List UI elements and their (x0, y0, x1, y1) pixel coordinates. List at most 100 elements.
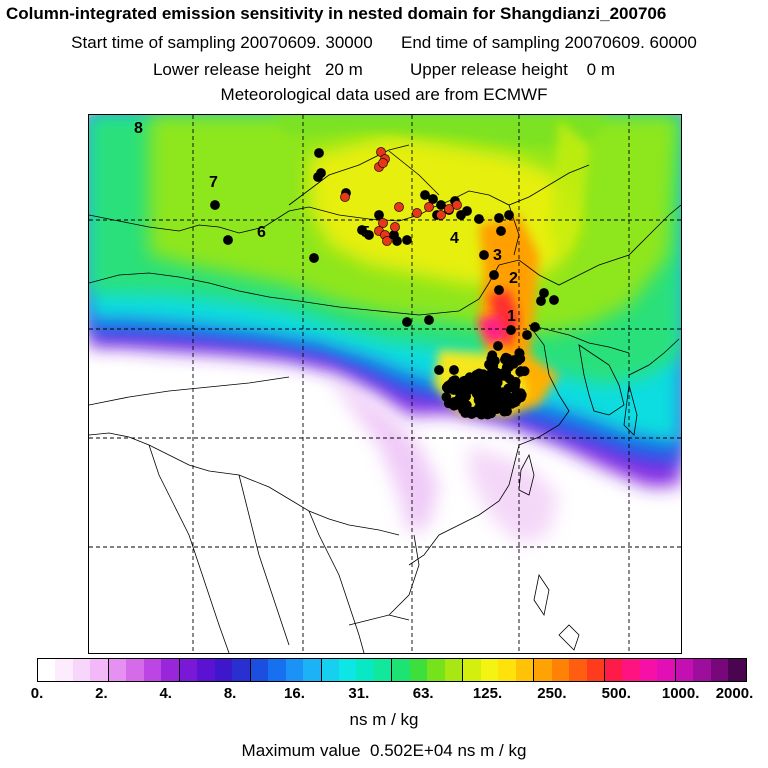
colorbar-segment (604, 659, 623, 681)
black-marker (499, 354, 510, 365)
black-marker (374, 210, 384, 220)
black-marker (424, 315, 434, 325)
colorbar-segment (268, 659, 286, 681)
black-marker (504, 210, 514, 220)
red-marker (452, 200, 462, 210)
colorbar-segment (657, 659, 675, 681)
black-marker (506, 325, 516, 335)
trajectory-label-4: 4 (450, 230, 459, 247)
black-marker (475, 403, 485, 414)
maximum-value: Maximum value 0.502E+04 ns m / kg (241, 741, 527, 760)
colorbar-segment (320, 659, 339, 681)
met-data-line: Meteorological data used are from ECMWF (220, 85, 548, 104)
black-marker (357, 225, 367, 235)
black-marker (489, 270, 499, 280)
black-marker (496, 226, 506, 236)
black-marker (448, 379, 459, 390)
colorbar-segment (710, 659, 729, 681)
colorbar-segment (38, 659, 56, 681)
black-marker (494, 213, 504, 223)
black-marker (484, 369, 495, 380)
black-marker (493, 341, 503, 351)
trajectory-labels: 1 2 3 4 5 6 7 8 (134, 120, 518, 325)
black-marker (479, 250, 489, 260)
black-marker (473, 395, 484, 406)
colorbar-units: ns m / kg (349, 710, 419, 729)
plot-title: Column-integrated emission sensitivity i… (6, 4, 667, 23)
colorbar-segment (569, 659, 587, 681)
colorbar-segment (693, 659, 711, 681)
black-marker (364, 230, 374, 240)
black-marker (309, 253, 319, 263)
red-marker (340, 192, 350, 202)
black-marker (436, 200, 446, 210)
colorbar-tick-label: 2000. (715, 685, 754, 702)
red-marker (394, 202, 404, 212)
colorbar-tick-label: 2. (95, 685, 108, 702)
black-marker (314, 148, 324, 158)
colorbar-segment (107, 659, 127, 681)
colorbar (37, 658, 747, 682)
black-marker (484, 406, 495, 416)
black-marker (313, 172, 323, 182)
trajectory-label-7: 7 (209, 174, 218, 191)
colorbar-segment (90, 659, 108, 681)
black-marker (501, 367, 512, 377)
black-marker (493, 396, 504, 407)
colorbar-segment (178, 659, 198, 681)
colorbar-segment (161, 659, 179, 681)
colorbar-tick-label: 4. (159, 685, 172, 702)
black-marker (549, 295, 559, 305)
colorbar-segment (674, 659, 694, 681)
red-marker (412, 208, 422, 218)
colorbar-tick-label: 31. (348, 685, 370, 702)
sampling-time-line: Start time of sampling 20070609. 30000 E… (71, 33, 697, 52)
colorbar-segment (232, 659, 250, 681)
black-marker (462, 407, 473, 418)
black-marker (420, 190, 430, 200)
trajectory-label-8: 8 (134, 120, 143, 137)
colorbar-tick-label: 125. (472, 685, 503, 702)
colorbar-segment (515, 659, 534, 681)
black-marker (499, 406, 510, 417)
colorbar-segment (533, 659, 552, 681)
red-marker (424, 202, 434, 212)
black-marker (506, 398, 517, 409)
black-marker (449, 365, 459, 375)
trajectory-label-6: 6 (257, 224, 266, 241)
colorbar-segment (480, 659, 499, 681)
colorbar-segment (197, 659, 215, 681)
black-marker (458, 376, 469, 386)
black-marker (474, 214, 484, 224)
colorbar-segment (55, 659, 73, 681)
map-canvas: 1 2 3 4 5 6 7 8 (89, 115, 681, 653)
black-marker (434, 365, 444, 375)
black-marker (210, 200, 220, 210)
colorbar-tick-label: 500. (601, 685, 631, 702)
red-marker (444, 204, 454, 214)
colorbar-segment (72, 659, 91, 681)
sensitivity-field (89, 115, 681, 653)
black-marker (428, 194, 438, 204)
black-marker (522, 330, 532, 340)
black-marker (402, 235, 412, 245)
red-marker (390, 222, 400, 232)
red-marker (378, 158, 388, 168)
colorbar-tick-label: 0. (30, 685, 44, 702)
trajectory-label-5: 5 (361, 224, 370, 241)
trajectory-label-1: 1 (507, 308, 516, 325)
colorbar-segment (356, 659, 374, 681)
colorbar-segment (462, 659, 481, 681)
black-marker (402, 317, 412, 327)
black-marker (494, 285, 504, 295)
colorbar-segment (622, 659, 640, 681)
red-marker (436, 210, 446, 220)
black-marker (530, 322, 540, 332)
black-marker (514, 348, 525, 359)
red-marker (378, 218, 388, 228)
colorbar-segment (143, 659, 162, 681)
colorbar-segment (391, 659, 410, 681)
colorbar-segment (249, 659, 269, 681)
colorbar-segment (498, 659, 516, 681)
black-marker (485, 360, 496, 371)
